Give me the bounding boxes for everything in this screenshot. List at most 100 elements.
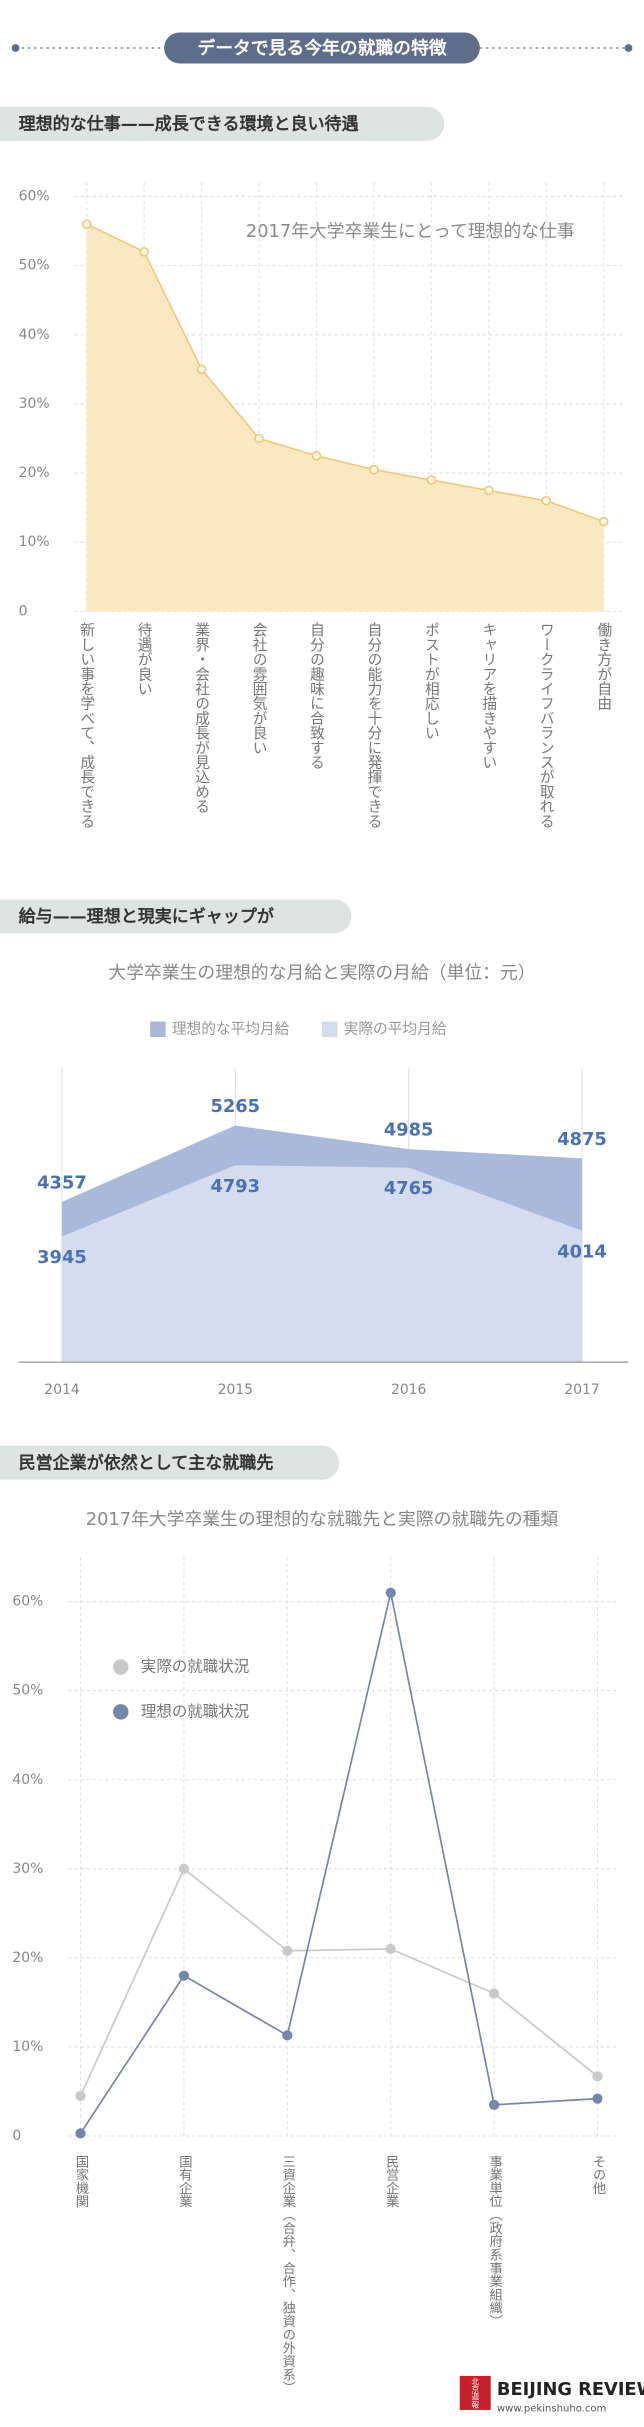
legend-swatch <box>150 1021 166 1038</box>
legend-label: 実際の就職状況 <box>141 1658 249 1676</box>
x-tick-label: 国有企業 <box>176 2155 192 2209</box>
x-tick-label: 2015 <box>218 1382 253 1398</box>
data-label: 4875 <box>557 1129 607 1150</box>
data-label: 4765 <box>384 1178 434 1199</box>
chart-title: 2017年大学卒業生の理想的な就職先と実際の就職先の種類 <box>86 1509 559 1530</box>
section-title: 理想的な仕事——成長できる環境と良い待遇 <box>19 114 359 135</box>
legend-marker <box>113 1704 129 1720</box>
y-tick-label: 50% <box>12 1683 43 1699</box>
point <box>592 2093 603 2104</box>
x-tick-label: 新しい事を学べて、成長できる <box>78 622 95 828</box>
y-tick-label: 60% <box>12 1594 43 1610</box>
line <box>79 1867 599 2097</box>
line <box>86 223 604 523</box>
legend-label: 理想的な平均月給 <box>172 1020 290 1037</box>
chart-title: 2017年大学卒業生にとって理想的な仕事 <box>246 221 575 242</box>
y-tick-label: 60% <box>19 188 50 204</box>
point <box>484 485 494 496</box>
point <box>178 1863 190 1874</box>
y-tick-label: 10% <box>12 2039 43 2055</box>
legend-label: 実際の平均月給 <box>344 1020 447 1037</box>
footer-brand: BEIJING REVIEW <box>497 2379 644 2400</box>
x-tick-label: 会社の雰囲気が良い <box>251 622 268 754</box>
x-tick-label: 2016 <box>391 1382 426 1398</box>
y-tick-label: 0 <box>12 2128 21 2144</box>
y-tick-label: 30% <box>19 396 50 412</box>
point <box>385 1587 396 1598</box>
point <box>254 433 264 444</box>
area <box>86 224 604 612</box>
point <box>598 516 609 527</box>
data-label: 3945 <box>37 1247 87 1268</box>
footer-logo-box <box>459 2375 491 2410</box>
data-label: 5265 <box>211 1096 261 1117</box>
footer: 北京週報 BEIJING REVIEW www.pekinshuho.com <box>459 2375 644 2414</box>
point <box>282 1945 293 1956</box>
x-tick-label: 民営企業 <box>383 2155 399 2209</box>
point <box>426 475 437 485</box>
line <box>79 1592 598 2134</box>
section-pill <box>0 106 445 141</box>
x-tick-label: その他 <box>590 2155 606 2196</box>
chart-title: 大学卒業生の理想的な月給と実際の月給（単位：元） <box>108 963 535 984</box>
point <box>311 451 322 461</box>
x-tick-label: キャリアを描きやすい <box>480 622 497 769</box>
point <box>75 2128 86 2139</box>
point <box>541 495 552 506</box>
y-tick-label: 0 <box>19 603 28 619</box>
point <box>369 464 379 475</box>
header-title: データで見る今年の就職の特徴 <box>197 37 446 59</box>
section-heading: 給与——理想と現実にギャップが <box>0 899 352 934</box>
section-pill <box>0 1445 340 1480</box>
point <box>282 2030 293 2041</box>
point <box>75 2090 86 2102</box>
x-tick-label: 待遇が良い <box>136 622 153 696</box>
section-pill <box>0 899 352 934</box>
area <box>61 1165 583 1363</box>
point <box>178 1970 190 1981</box>
point <box>489 1988 500 1999</box>
x-tick-label: 国家機関 <box>73 2155 89 2210</box>
header-dot <box>624 44 633 52</box>
y-tick-label: 40% <box>12 1772 43 1788</box>
legend-swatch <box>322 1021 338 1038</box>
data-label: 4014 <box>557 1241 607 1262</box>
x-tick-label: 自分の趣味に合致する <box>308 622 325 769</box>
header-dot <box>11 44 20 52</box>
x-tick-label: 業界・会社の成長が見込める <box>193 622 210 813</box>
x-tick-label: 2017 <box>564 1382 599 1398</box>
x-tick-label: 働き方が自由 <box>595 622 612 711</box>
point <box>81 219 92 229</box>
y-tick-label: 10% <box>19 534 50 550</box>
point <box>385 1943 396 1955</box>
section-title: 給与——理想と現実にギャップが <box>19 906 275 927</box>
x-tick-label: 事業単位（政府系事業組織） <box>487 2154 503 2327</box>
x-tick-label: 2014 <box>44 1382 80 1398</box>
header: データで見る今年の就職の特徴 <box>11 32 633 64</box>
x-tick-label: 自分の能力を十分に発揮できる <box>365 622 382 828</box>
footer-url: www.pekinshuho.com <box>497 2403 606 2414</box>
section-heading: 民営企業が依然として主な就職先 <box>0 1445 340 1480</box>
header-pill <box>164 32 480 64</box>
x-tick-label: 三資企業（合弁、合作、独資の外資系） <box>280 2155 296 2395</box>
data-label: 4985 <box>384 1120 434 1141</box>
legend-marker <box>113 1659 129 1675</box>
point <box>489 2099 500 2110</box>
y-tick-label: 40% <box>19 327 50 343</box>
y-tick-label: 20% <box>19 465 50 481</box>
x-tick-label: ポストが相応しい <box>423 622 440 740</box>
y-tick-label: 50% <box>19 258 50 274</box>
y-tick-label: 30% <box>12 1861 43 1877</box>
point <box>592 2071 603 2082</box>
point <box>196 364 207 375</box>
legend-label: 理想の就職状況 <box>141 1702 249 1720</box>
data-label: 4793 <box>211 1176 261 1197</box>
point <box>139 246 149 257</box>
y-tick-label: 20% <box>12 1950 43 1966</box>
footer-logo: 北京週報 <box>471 2377 480 2409</box>
section-heading: 理想的な仕事——成長できる環境と良い待遇 <box>0 106 445 141</box>
section-title: 民営企業が依然として主な就職先 <box>19 1452 274 1473</box>
x-tick-label: ワークライフバランスが取れる <box>538 622 555 828</box>
data-label: 4357 <box>37 1172 87 1193</box>
